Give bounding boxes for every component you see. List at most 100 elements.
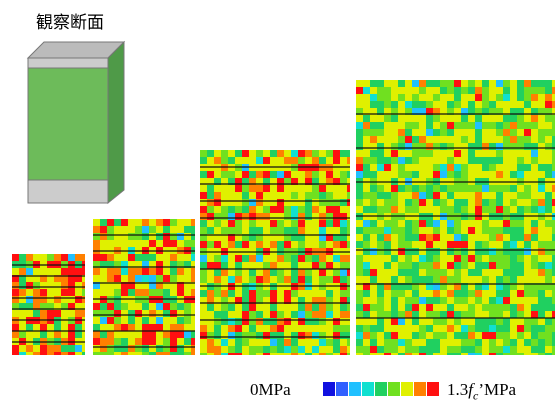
- mosaic-cell: [482, 255, 489, 262]
- mosaic-cell: [503, 353, 510, 355]
- mosaic-cell: [319, 206, 326, 213]
- mosaic-cell: [426, 297, 433, 304]
- mosaic-cell: [107, 310, 114, 317]
- mosaic-cell: [135, 268, 142, 275]
- mosaic-cell: [475, 297, 482, 304]
- mosaic-cell: [405, 87, 412, 94]
- mosaic-cell: [26, 324, 33, 331]
- mosaic-cell: [207, 185, 214, 192]
- mosaic-cell: [263, 150, 270, 157]
- mosaic-cell: [405, 353, 412, 355]
- mosaic-cell: [363, 122, 370, 129]
- mosaic-cell: [319, 255, 326, 262]
- mosaic-cell: [482, 241, 489, 248]
- mosaic-cell: [510, 115, 517, 122]
- mosaic-cell: [363, 325, 370, 332]
- mosaic-cell: [524, 101, 531, 108]
- mosaic-cell: [384, 136, 391, 143]
- mosaic-cell: [545, 276, 552, 283]
- mosaic-cell: [391, 220, 398, 227]
- mosaic-cell: [545, 101, 552, 108]
- mosaic-cell: [291, 206, 298, 213]
- mosaic-cell: [340, 262, 347, 269]
- mosaic-cell: [270, 346, 277, 353]
- mosaic-cell: [121, 310, 128, 317]
- mosaic-cell: [405, 290, 412, 297]
- mosaic-cell: [496, 248, 503, 255]
- mosaic-cell: [398, 290, 405, 297]
- mosaic-cell: [249, 213, 256, 220]
- mosaic-cell: [305, 339, 312, 346]
- mosaic-cell: [510, 332, 517, 339]
- mosaic-cell: [298, 199, 305, 206]
- mosaic-cell: [531, 143, 538, 150]
- mosaic-cell: [100, 317, 107, 324]
- mosaic-cell: [121, 219, 128, 226]
- mosaic-cell: [121, 289, 128, 296]
- mosaic-cell: [156, 317, 163, 324]
- mosaic-cell: [277, 269, 284, 276]
- mosaic-cell: [391, 262, 398, 269]
- mosaic-cell: [496, 255, 503, 262]
- mosaic-cell: [312, 325, 319, 332]
- mosaic-cell: [128, 310, 135, 317]
- mosaic-cell: [384, 276, 391, 283]
- mosaic-cell: [419, 276, 426, 283]
- mosaic-cell: [531, 318, 538, 325]
- mosaic-cell: [177, 338, 184, 345]
- mosaic-cell: [54, 331, 61, 338]
- mosaic-cell: [284, 332, 291, 339]
- mosaic-cell: [319, 262, 326, 269]
- mosaic-cell: [61, 352, 68, 355]
- mosaic-cell: [384, 129, 391, 136]
- mosaic-cell: [298, 171, 305, 178]
- mosaic-cell: [475, 318, 482, 325]
- mosaic-cell: [340, 220, 347, 227]
- mosaic-cell: [419, 220, 426, 227]
- mosaic-cell: [426, 290, 433, 297]
- mosaic-cell: [68, 282, 75, 289]
- mosaic-cell: [426, 164, 433, 171]
- mosaic-cell: [370, 248, 377, 255]
- mosaic-cell: [242, 311, 249, 318]
- mosaic-cell: [531, 171, 538, 178]
- mosaic-cell: [221, 185, 228, 192]
- mosaic-cell: [221, 311, 228, 318]
- mosaic-cell: [363, 164, 370, 171]
- mosaic-cell: [75, 268, 82, 275]
- mosaic-cell: [475, 304, 482, 311]
- mosaic-cell: [440, 80, 447, 87]
- mosaic-cell: [121, 254, 128, 261]
- mosaic-cell: [82, 268, 85, 275]
- mosaic-cell: [475, 325, 482, 332]
- mosaic-cell: [347, 304, 350, 311]
- mosaic-cell: [482, 157, 489, 164]
- mosaic-cell: [384, 297, 391, 304]
- mosaic-cell: [552, 87, 555, 94]
- mosaic-cell: [496, 346, 503, 353]
- mosaic-cell: [370, 192, 377, 199]
- mosaic-cell: [545, 185, 552, 192]
- mosaic-cell: [538, 297, 545, 304]
- mosaic-cell: [142, 240, 149, 247]
- mosaic-cell: [433, 339, 440, 346]
- mosaic-cell: [270, 213, 277, 220]
- mosaic-cell: [249, 185, 256, 192]
- mosaic-cell: [524, 248, 531, 255]
- mosaic-cell: [426, 115, 433, 122]
- mosaic-cell: [356, 227, 363, 234]
- mosaic-cell: [503, 332, 510, 339]
- mosaic-cell: [426, 262, 433, 269]
- mosaic-cell: [482, 87, 489, 94]
- mosaic-cell: [552, 220, 555, 227]
- mosaic-cell: [263, 290, 270, 297]
- mosaic-cell: [482, 318, 489, 325]
- mosaic-cell: [482, 297, 489, 304]
- mosaic-cell: [440, 234, 447, 241]
- mosaic-cell: [326, 311, 333, 318]
- mosaic-cell: [391, 192, 398, 199]
- mosaic-cell: [426, 311, 433, 318]
- mosaic-cell: [149, 254, 156, 261]
- mosaic-cell: [517, 276, 524, 283]
- mosaic-cell: [298, 227, 305, 234]
